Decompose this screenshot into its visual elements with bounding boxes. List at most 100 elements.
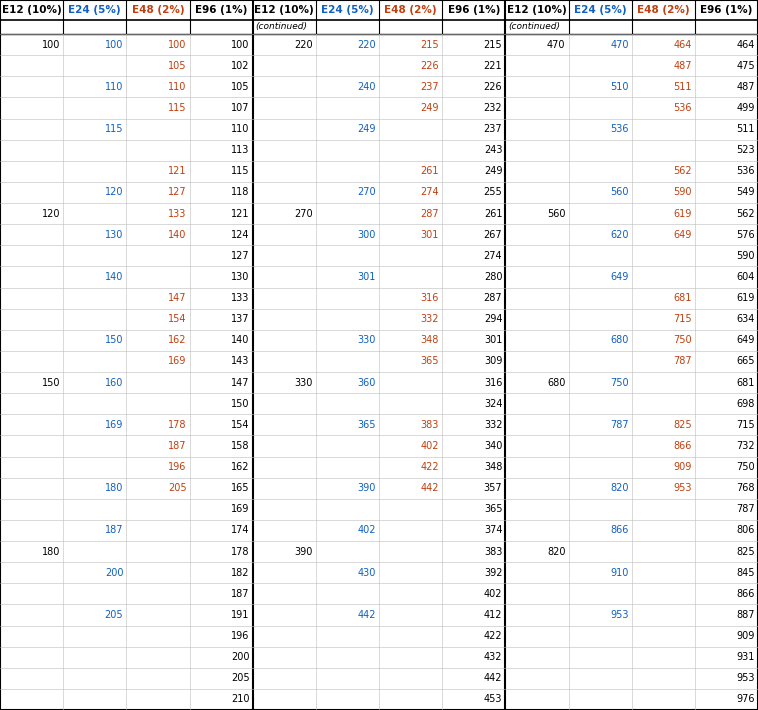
Text: 150: 150	[231, 399, 249, 409]
Text: E48 (2%): E48 (2%)	[384, 5, 437, 15]
Text: 182: 182	[231, 568, 249, 578]
Text: 158: 158	[231, 441, 249, 451]
Text: 200: 200	[231, 652, 249, 662]
Text: 332: 332	[421, 315, 439, 324]
Text: 240: 240	[358, 82, 376, 92]
Text: E24 (5%): E24 (5%)	[68, 5, 121, 15]
Text: 430: 430	[358, 568, 376, 578]
Text: 464: 464	[737, 40, 755, 50]
Text: 487: 487	[673, 60, 692, 71]
Text: 360: 360	[358, 378, 376, 388]
Text: 392: 392	[484, 568, 503, 578]
Text: E12 (10%): E12 (10%)	[255, 5, 314, 15]
Text: 105: 105	[168, 60, 186, 71]
Text: 301: 301	[484, 335, 503, 345]
Text: 365: 365	[358, 420, 376, 430]
Text: E12 (10%): E12 (10%)	[2, 5, 61, 15]
Text: 442: 442	[484, 673, 503, 683]
Text: 174: 174	[231, 525, 249, 535]
Text: 267: 267	[484, 230, 503, 240]
Text: 110: 110	[231, 124, 249, 134]
Text: 133: 133	[168, 209, 186, 219]
Text: E48 (2%): E48 (2%)	[637, 5, 690, 15]
Text: 140: 140	[105, 272, 124, 282]
Text: 619: 619	[737, 293, 755, 303]
Text: 115: 115	[231, 166, 249, 176]
Text: 237: 237	[421, 82, 439, 92]
Text: 301: 301	[421, 230, 439, 240]
Text: 390: 390	[358, 484, 376, 493]
Text: (continued): (continued)	[255, 23, 308, 31]
Text: 187: 187	[168, 441, 186, 451]
Text: 768: 768	[737, 484, 755, 493]
Text: 196: 196	[168, 462, 186, 472]
Text: 280: 280	[484, 272, 503, 282]
Text: 866: 866	[610, 525, 628, 535]
Text: E24 (5%): E24 (5%)	[574, 5, 626, 15]
Text: 620: 620	[610, 230, 628, 240]
Text: 154: 154	[168, 315, 186, 324]
Text: 232: 232	[484, 103, 503, 113]
Text: 215: 215	[484, 40, 503, 50]
Text: 127: 127	[231, 251, 249, 261]
Text: 261: 261	[484, 209, 503, 219]
Text: 910: 910	[610, 568, 628, 578]
Text: 113: 113	[231, 145, 249, 155]
Text: 169: 169	[105, 420, 124, 430]
Text: 165: 165	[231, 484, 249, 493]
Text: 590: 590	[673, 187, 692, 197]
Text: 115: 115	[168, 103, 186, 113]
Text: 562: 562	[736, 209, 755, 219]
Text: 820: 820	[547, 547, 565, 557]
Text: 634: 634	[737, 315, 755, 324]
Text: 475: 475	[736, 60, 755, 71]
Text: E12 (10%): E12 (10%)	[507, 5, 567, 15]
Text: 348: 348	[421, 335, 439, 345]
Text: 453: 453	[484, 694, 503, 704]
Text: 442: 442	[358, 610, 376, 620]
Text: 121: 121	[231, 209, 249, 219]
Text: 820: 820	[610, 484, 628, 493]
Text: 200: 200	[105, 568, 124, 578]
Text: 205: 205	[231, 673, 249, 683]
Text: 715: 715	[736, 420, 755, 430]
Text: 866: 866	[673, 441, 692, 451]
Text: E24 (5%): E24 (5%)	[321, 5, 374, 15]
Text: 147: 147	[231, 378, 249, 388]
Text: 115: 115	[105, 124, 124, 134]
Text: 825: 825	[673, 420, 692, 430]
Text: 953: 953	[673, 484, 692, 493]
Text: 402: 402	[358, 525, 376, 535]
Text: 147: 147	[168, 293, 186, 303]
Text: 806: 806	[737, 525, 755, 535]
Text: 121: 121	[168, 166, 186, 176]
Text: 249: 249	[421, 103, 439, 113]
Text: 120: 120	[105, 187, 124, 197]
Text: 205: 205	[105, 610, 124, 620]
Text: 105: 105	[231, 82, 249, 92]
Text: 365: 365	[484, 504, 503, 514]
Text: E96 (1%): E96 (1%)	[447, 5, 500, 15]
Text: 750: 750	[610, 378, 628, 388]
Text: 348: 348	[484, 462, 503, 472]
Text: 649: 649	[673, 230, 692, 240]
Text: 154: 154	[231, 420, 249, 430]
Text: 100: 100	[105, 40, 124, 50]
Text: 562: 562	[673, 166, 692, 176]
Text: 665: 665	[737, 356, 755, 366]
Text: 432: 432	[484, 652, 503, 662]
Text: 787: 787	[610, 420, 628, 430]
Text: 715: 715	[673, 315, 692, 324]
Text: 332: 332	[484, 420, 503, 430]
Text: 330: 330	[358, 335, 376, 345]
Text: 383: 383	[484, 547, 503, 557]
Text: 100: 100	[231, 40, 249, 50]
Text: 357: 357	[484, 484, 503, 493]
Text: 210: 210	[231, 694, 249, 704]
Text: 866: 866	[737, 589, 755, 599]
Text: 536: 536	[737, 166, 755, 176]
Text: 316: 316	[421, 293, 439, 303]
Text: 124: 124	[231, 230, 249, 240]
Text: 619: 619	[673, 209, 692, 219]
Text: 680: 680	[547, 378, 565, 388]
